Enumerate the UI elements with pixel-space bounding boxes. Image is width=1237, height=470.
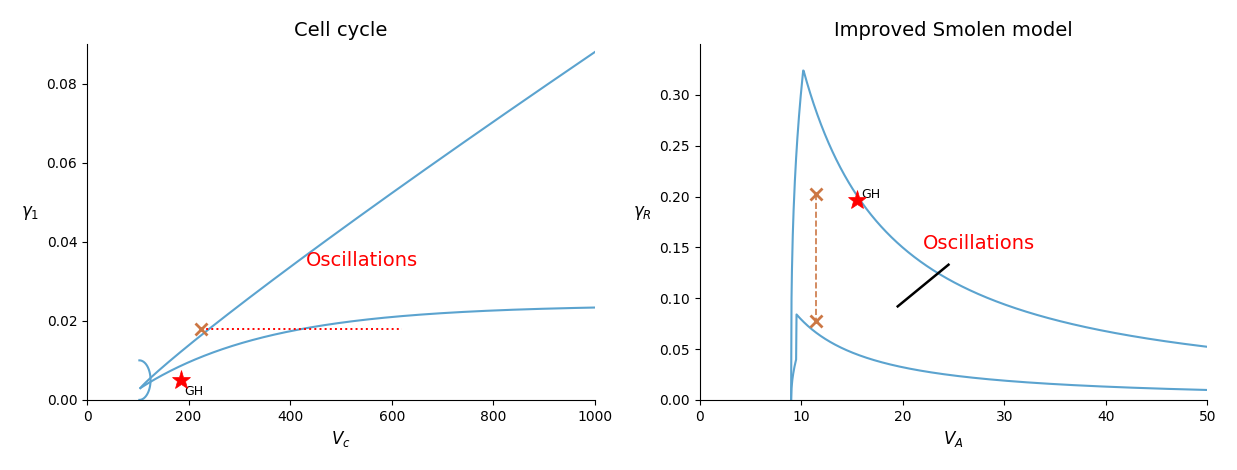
Text: Oscillations: Oscillations xyxy=(306,251,418,269)
Title: Improved Smolen model: Improved Smolen model xyxy=(834,21,1072,40)
Text: Oscillations: Oscillations xyxy=(923,235,1035,253)
Title: Cell cycle: Cell cycle xyxy=(294,21,387,40)
Y-axis label: $\gamma_1$: $\gamma_1$ xyxy=(21,204,40,222)
Text: GH: GH xyxy=(184,385,203,398)
X-axis label: $V_c$: $V_c$ xyxy=(332,429,351,449)
Y-axis label: $\gamma_R$: $\gamma_R$ xyxy=(633,204,652,222)
X-axis label: $V_A$: $V_A$ xyxy=(944,429,964,449)
Text: GH: GH xyxy=(861,188,881,201)
